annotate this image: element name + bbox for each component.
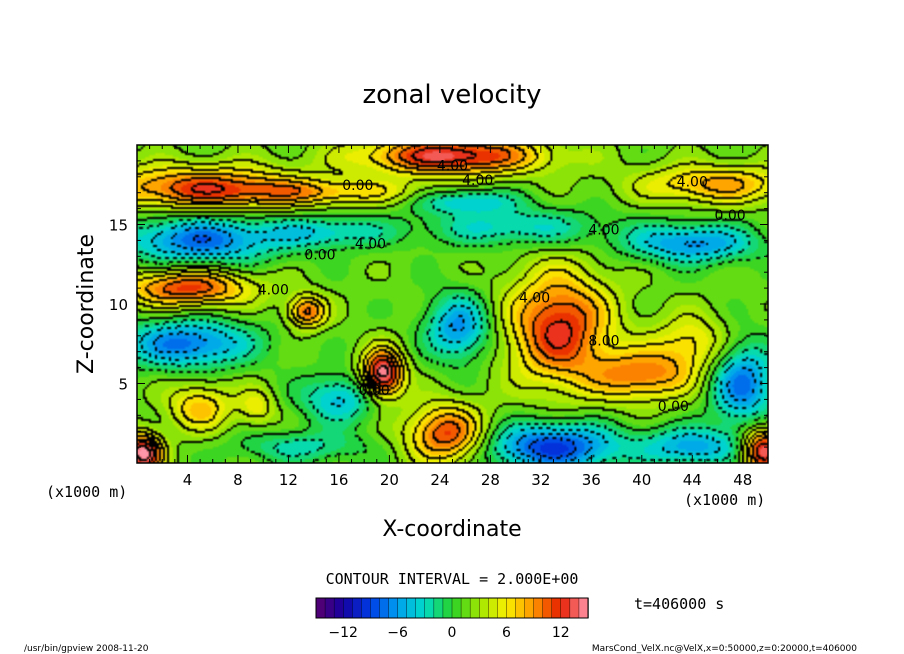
x-tick-label: 36 (582, 471, 601, 489)
footer-right: MarsCond_VelX.nc@VelX,x=0:50000,z=0:2000… (592, 644, 857, 654)
x-tick-label: 48 (733, 471, 752, 489)
colorbar-swatch (497, 597, 508, 619)
colorbar-swatch (406, 597, 417, 619)
contour-label: 4.00 (355, 237, 386, 253)
y-tick-label: 15 (109, 217, 128, 235)
plot-area (137, 145, 768, 463)
colorbar-swatch (379, 597, 390, 619)
colorbar-swatch (560, 597, 571, 619)
x-unit-label-right: (x1000 m) (684, 491, 765, 509)
contour-label: 4.00 (519, 291, 550, 307)
colorbar-swatch (397, 597, 408, 619)
contour-label: 0.00 (304, 248, 335, 264)
colorbar-swatch (578, 597, 589, 619)
contour-label: 0.00 (342, 178, 373, 194)
colorbar-swatch (460, 597, 471, 619)
contour-labels: 4.004.000.00 4.000.004.000.004.004.00 4.00… (258, 159, 746, 415)
colorbar-tick-label: −6 (387, 625, 408, 641)
colorbar-swatch (451, 597, 462, 619)
colorbar-swatch (433, 597, 444, 619)
x-tick-label: 16 (329, 471, 348, 489)
x-tick-label: 20 (380, 471, 399, 489)
time-stamp: t=406000 s (634, 595, 724, 613)
contour-label: 0.00 (715, 208, 746, 224)
x-unit-label-left: (x1000 m) (46, 483, 127, 501)
colorbar-swatch (551, 597, 562, 619)
colorbar-swatch (343, 597, 353, 619)
colorbar-swatch (315, 597, 326, 619)
contour-label: 4.00 (462, 173, 493, 189)
contour-label: 4.00 (588, 222, 619, 238)
colorbar-swatch (533, 597, 544, 619)
x-tick-label: 44 (683, 471, 702, 489)
colorbar-swatch (415, 597, 426, 619)
colorbar-tick-label: −12 (328, 625, 358, 641)
x-axis: 4 8 12 16 20 24 28 32 36 40 44 48 (149, 145, 756, 489)
colorbar (315, 597, 589, 619)
contour-label: 4.00 (258, 283, 289, 299)
colorbar-swatch (442, 597, 453, 619)
colorbar-swatch (424, 597, 435, 619)
colorbar-swatch (370, 597, 381, 619)
y-axis-title: Z-coordinate (74, 234, 99, 374)
colorbar-swatch (352, 597, 363, 619)
colorbar-swatch (488, 597, 499, 619)
x-tick-label: 8 (233, 471, 243, 489)
x-tick-label: 32 (531, 471, 550, 489)
colorbar-swatch (515, 597, 526, 619)
colorbar-swatch (479, 597, 489, 619)
colorbar-tick-label: 12 (552, 625, 570, 641)
y-tick-label: 5 (118, 376, 128, 394)
contour-label: 4.00 (437, 159, 468, 175)
contour-label: 4.00 (677, 175, 708, 191)
colorbar-tick-label: 6 (502, 625, 511, 641)
colorbar-tick-label: 0 (448, 625, 457, 641)
chart-title: zonal velocity (362, 80, 541, 110)
colorbar-frame (315, 597, 589, 619)
colorbar-ticks: −12 −6 0 6 12 (328, 625, 569, 641)
y-axis: 5 10 15 (109, 160, 768, 448)
contour-label: 0.00 (359, 383, 390, 399)
colorbar-swatch (524, 597, 535, 619)
x-tick-label: 4 (183, 471, 193, 489)
x-tick-label: 28 (481, 471, 500, 489)
y-tick-label: 10 (109, 296, 128, 314)
contour-label: 8.00 (588, 334, 619, 350)
colorbar-swatch (506, 597, 517, 619)
contour-interval: CONTOUR INTERVAL = 2.000E+00 (326, 570, 579, 588)
x-tick-label: 40 (632, 471, 651, 489)
colorbar-swatch (333, 597, 344, 619)
x-tick-label: 24 (430, 471, 449, 489)
colorbar-swatch (469, 597, 480, 619)
colorbar-swatch (542, 597, 553, 619)
x-axis-title: X-coordinate (382, 517, 521, 542)
footer-left: /usr/bin/gpview 2008-11-20 (24, 644, 149, 654)
colorbar-swatch (569, 597, 580, 619)
colorbar-swatch (361, 597, 372, 619)
contour-label: 0.00 (658, 399, 689, 415)
velocity-field (137, 145, 768, 463)
x-tick-label: 12 (279, 471, 298, 489)
colorbar-swatch (388, 597, 399, 619)
colorbar-swatch (324, 597, 335, 619)
